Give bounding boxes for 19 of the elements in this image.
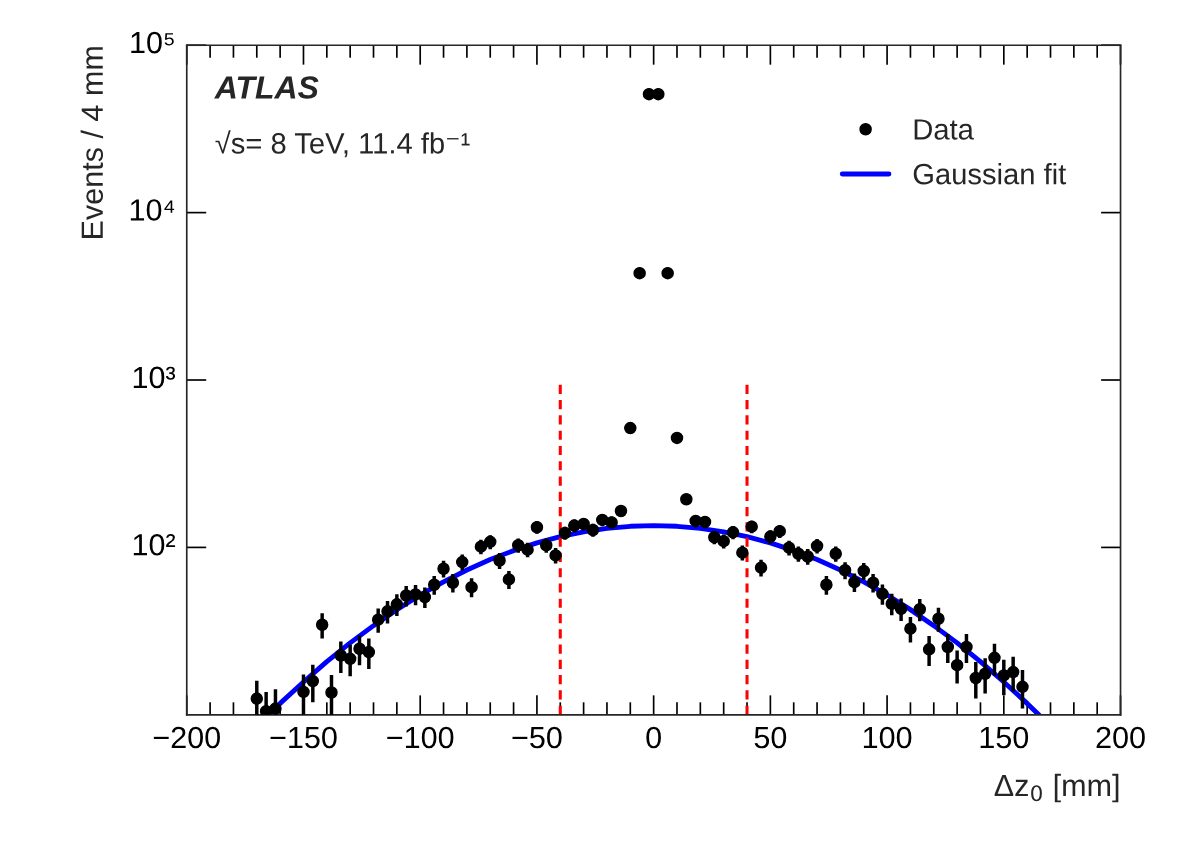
x-tick-label: 50 — [754, 726, 787, 749]
x-tick-label: −200 — [153, 726, 220, 749]
x-tick-label: 150 — [980, 726, 1029, 749]
y-tick-label: 10⁴ — [130, 199, 175, 221]
x-tick-label: 200 — [1096, 726, 1145, 749]
x-tick-label: 100 — [863, 726, 912, 749]
x-tick-label: −50 — [512, 726, 562, 749]
y-tick-label: 10⁵ — [131, 31, 174, 54]
x-tick-label: −100 — [387, 726, 454, 749]
y-tick-label: 10³ — [133, 366, 176, 389]
x-tick-label: 0 — [646, 726, 661, 749]
y-axis-title: Events / 4 mm — [80, 47, 104, 238]
x-axis-title: Δz$_{0}$ [mm] — [994, 773, 1119, 803]
annotation: √s= 8 TeV, 11.4 fb⁻¹ — [215, 130, 470, 158]
legend-label: Data — [914, 119, 974, 140]
annotation: ATLAS — [214, 76, 319, 99]
y-tick-label: 10² — [133, 533, 176, 556]
legend-label: Gaussian fit — [913, 163, 1067, 185]
x-tick-label: −150 — [270, 726, 337, 749]
